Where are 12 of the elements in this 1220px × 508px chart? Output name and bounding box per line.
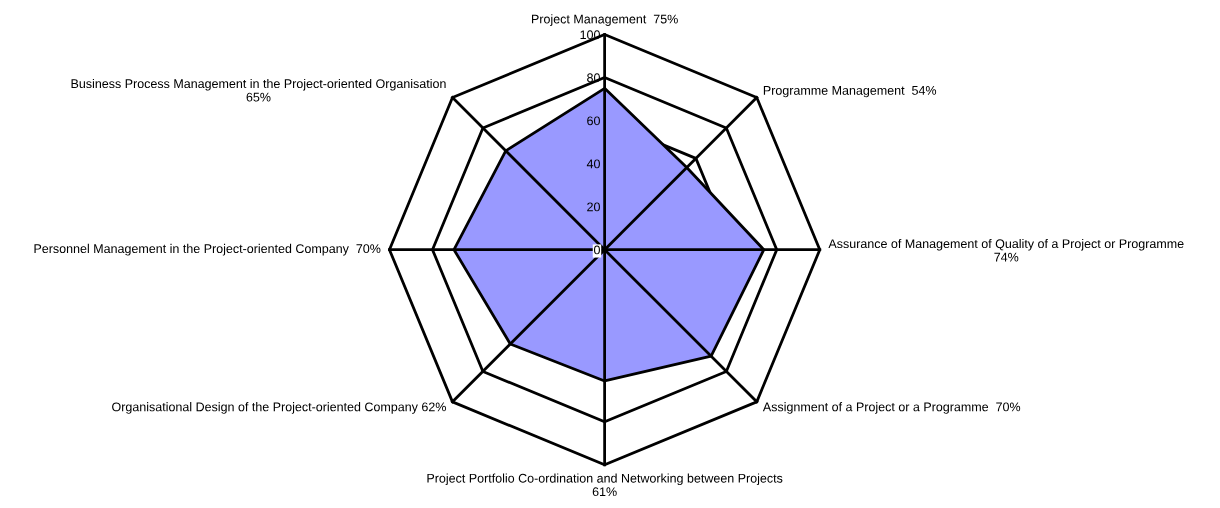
spoke-label: Business Process Management in the Project-oriented Organisation 65% [71, 78, 446, 102]
spoke-label: Programme Management 54% [763, 86, 937, 98]
y-tick-label: 40 [586, 159, 600, 169]
y-tick-label: 0 [593, 245, 600, 255]
spoke-label: Personnel Management in the Project-oriented Company 70% [34, 243, 381, 256]
spoke-label: Project Management 75% [532, 14, 678, 26]
y-tick-label: 20 [587, 202, 600, 212]
spoke-label: Project Portfolio Co-ordination and Networking between Projects 61% [427, 473, 783, 497]
spoke-label: Organisational Design of the Project-oriented Company 62% [112, 402, 446, 414]
y-tick-label: 60 [587, 116, 600, 126]
spoke-label: Assurance of Management of Quality of a Project or Programme 74% [828, 238, 1184, 262]
spoke-label: Assignment of a Project or a Programme 70% [762, 402, 1021, 414]
